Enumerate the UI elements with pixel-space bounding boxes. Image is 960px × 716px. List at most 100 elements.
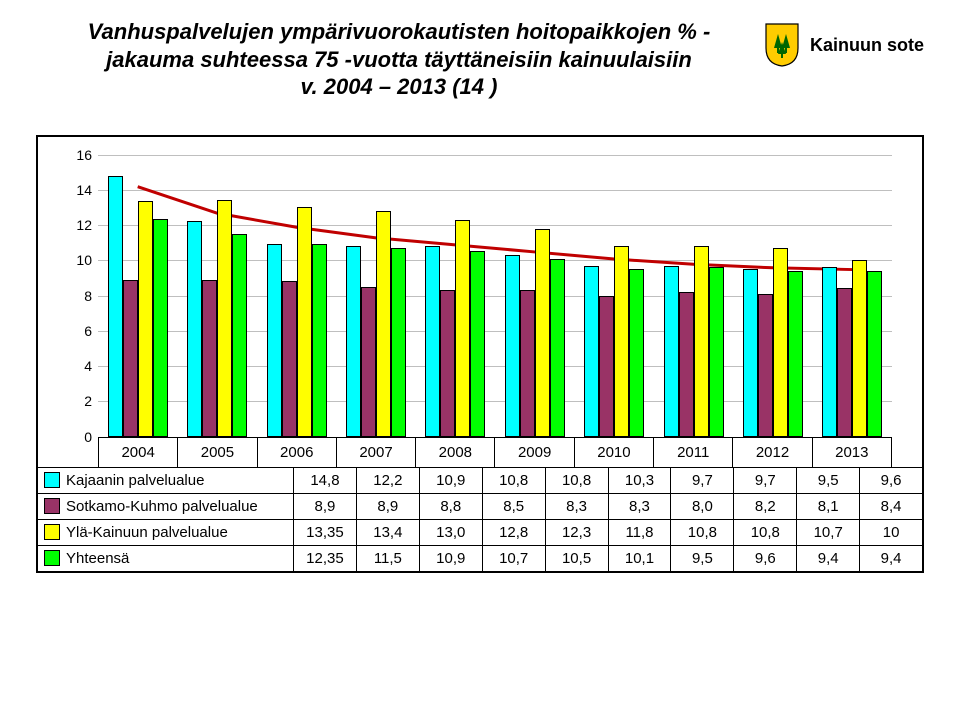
table-cell: 8,3 [546,494,609,519]
shield-icon [762,22,802,68]
x-axis: 2004200520062007200820092010201120122013 [98,437,892,467]
bar [391,248,406,437]
table-cell: 10,1 [609,546,672,571]
table-cell: 8,1 [797,494,860,519]
page-title-line3: v. 2004 – 2013 (14 ) [36,73,762,101]
row-label: Ylä-Kainuun palvelualue [38,520,294,545]
bar-groups [98,155,892,437]
table-cell: 10,8 [671,520,734,545]
table-cell: 13,35 [294,520,357,545]
table-cell: 12,8 [483,520,546,545]
table-cell: 8,5 [483,494,546,519]
table-cell: 8,9 [294,494,357,519]
chart-frame: 0246810121416 20042005200620072008200920… [36,135,924,467]
gridline [98,437,892,438]
bar [346,246,361,436]
table-cell: 10,5 [546,546,609,571]
row-label-text: Kajaanin palvelualue [66,472,204,489]
bar [664,266,679,437]
x-tick-label: 2012 [733,438,812,467]
table-cell: 10,8 [483,468,546,493]
bar [138,201,153,436]
y-tick-label: 12 [62,217,92,233]
bar [455,220,470,437]
bar [694,246,709,436]
x-tick-label: 2008 [416,438,495,467]
bar [232,234,247,437]
legend-swatch [44,524,60,540]
table-cell: 10,3 [609,468,672,493]
bar [312,244,327,436]
bar [361,287,376,437]
table-cell: 8,2 [734,494,797,519]
brand-block: Kainuun sote [762,18,924,68]
bar [773,248,788,437]
bar [187,221,202,436]
bar [599,296,614,437]
x-tick-label: 2010 [575,438,654,467]
data-table: Kajaanin palvelualue14,812,210,910,810,8… [36,467,924,573]
table-cell: 10,7 [483,546,546,571]
table-cell: 14,8 [294,468,357,493]
row-label: Kajaanin palvelualue [38,468,294,493]
bar-group [654,155,733,437]
table-cell: 8,3 [609,494,672,519]
header: Vanhuspalvelujen ympärivuorokautisten ho… [0,0,960,101]
table-cell: 10,8 [546,468,609,493]
table-cell: 8,0 [671,494,734,519]
bar [822,267,837,436]
bar [153,219,168,437]
table-cell: 9,5 [797,468,860,493]
x-tick-label: 2007 [337,438,416,467]
bar [282,281,297,436]
bar [425,246,440,436]
row-label: Yhteensä [38,546,294,571]
y-tick-label: 10 [62,252,92,268]
x-tick-label: 2011 [654,438,733,467]
x-tick-label: 2004 [98,438,178,467]
row-label-text: Yhteensä [66,550,129,567]
table-row: Kajaanin palvelualue14,812,210,910,810,8… [38,467,922,493]
x-tick-label: 2013 [813,438,892,467]
brand-label: Kainuun sote [810,35,924,56]
x-tick-label: 2009 [495,438,574,467]
bar-group [813,155,892,437]
table-cell: 10,7 [797,520,860,545]
page-title-line2: jakauma suhteessa 75 -vuotta täyttäneisi… [36,46,762,74]
bar [629,269,644,436]
page-title-line1: Vanhuspalvelujen ympärivuorokautisten ho… [36,18,762,46]
table-cell: 10 [860,520,922,545]
bar-group [574,155,653,437]
table-cell: 9,4 [797,546,860,571]
table-cell: 11,5 [357,546,420,571]
bar-group [733,155,812,437]
row-label-text: Sotkamo-Kuhmo palvelualue [66,498,258,515]
bar [217,200,232,436]
y-tick-label: 0 [62,429,92,445]
bar [376,211,391,437]
bar [297,207,312,436]
table-cell: 9,7 [671,468,734,493]
bar [584,266,599,437]
bar [470,251,485,436]
bar [267,244,282,436]
table-cell: 10,9 [420,468,483,493]
bar-group [98,155,177,437]
title-block: Vanhuspalvelujen ympärivuorokautisten ho… [36,18,762,101]
bar [709,267,724,436]
table-cell: 9,6 [860,468,922,493]
bar [520,290,535,436]
table-cell: 8,9 [357,494,420,519]
bar [758,294,773,437]
y-tick-label: 16 [62,147,92,163]
bar [123,280,138,437]
table-cell: 10,8 [734,520,797,545]
legend-swatch [44,472,60,488]
table-cell: 11,8 [609,520,672,545]
table-cell: 9,5 [671,546,734,571]
row-label: Sotkamo-Kuhmo palvelualue [38,494,294,519]
bar [535,229,550,437]
bar [505,255,520,437]
bar [614,246,629,436]
table-row: Sotkamo-Kuhmo palvelualue8,98,98,88,58,3… [38,493,922,519]
